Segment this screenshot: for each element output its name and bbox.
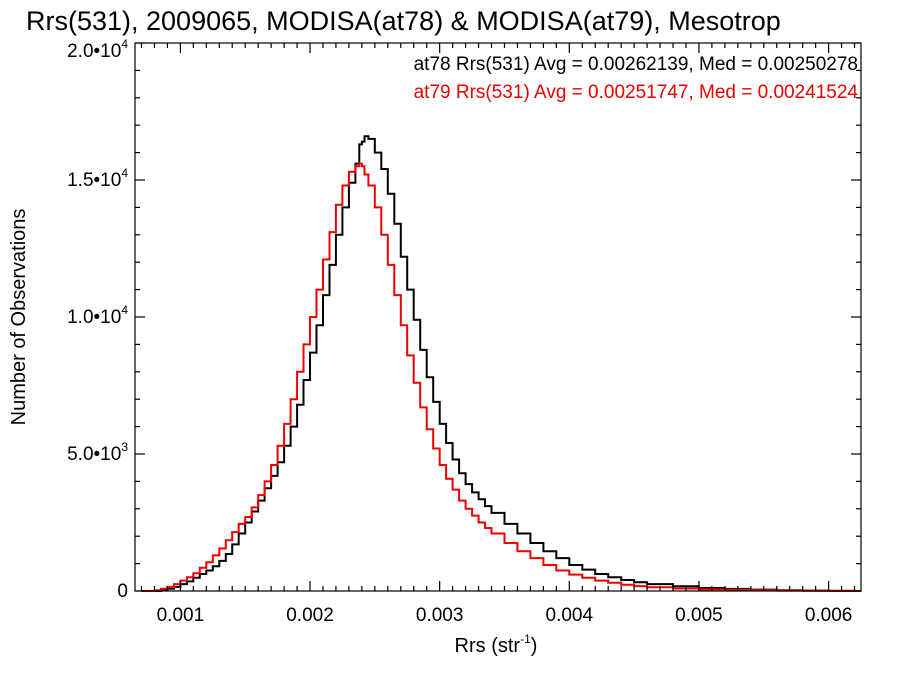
annotation-at79: at79 Rrs(531) Avg = 0.00251747, Med = 0.… <box>414 82 859 103</box>
series-at78-line <box>141 135 861 592</box>
x-tick-label: 0.003 <box>416 605 464 626</box>
series-group <box>141 135 861 592</box>
y-tick-label: 1.0•104 <box>67 303 128 328</box>
y-tick-label: 2.0•104 <box>67 37 128 62</box>
x-tick-label: 0.004 <box>546 605 594 626</box>
series-at79-line <box>141 162 861 592</box>
x-axis-label: Rrs (str-1) <box>455 632 538 657</box>
plot-frame <box>134 42 862 592</box>
x-axis-label-end: ) <box>531 635 538 657</box>
chart-title: Rrs(531), 2009065, MODISA(at78) & MODISA… <box>26 6 781 36</box>
x-tick-label: 0.002 <box>286 605 334 626</box>
x-tick-label: 0.006 <box>805 605 853 626</box>
annotation-at78: at78 Rrs(531) Avg = 0.00262139, Med = 0.… <box>414 54 858 75</box>
ticks-group: 0.001 0.002 0.003 0.004 0.005 0.006 0 5.0•103 1.… <box>67 37 861 626</box>
x-tick-label: 0.005 <box>675 605 723 626</box>
x-axis-label-main: Rrs (str <box>455 635 521 657</box>
y-axis-label: Number of Observations <box>8 209 30 426</box>
y-tick-label: 5.0•103 <box>67 440 128 465</box>
x-tick-label: 0.001 <box>157 605 205 626</box>
y-tick-label: 0 <box>117 581 128 602</box>
x-axis-label-sup: -1 <box>520 632 531 646</box>
y-tick-label: 1.5•104 <box>67 166 128 191</box>
